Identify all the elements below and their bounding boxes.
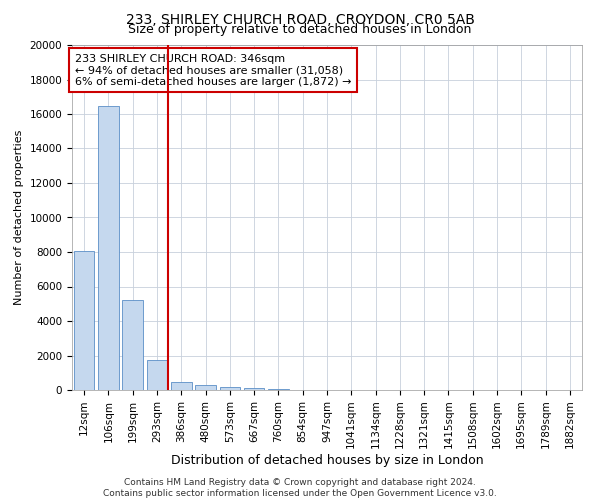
Text: Contains HM Land Registry data © Crown copyright and database right 2024.
Contai: Contains HM Land Registry data © Crown c…: [103, 478, 497, 498]
Bar: [195, 385, 216, 390]
Bar: [98, 106, 119, 390]
Bar: [74, 251, 94, 390]
Text: Size of property relative to detached houses in London: Size of property relative to detached ho…: [128, 22, 472, 36]
Y-axis label: Number of detached properties: Number of detached properties: [14, 130, 24, 305]
X-axis label: Distribution of detached houses by size in London: Distribution of detached houses by size …: [170, 454, 484, 467]
Text: 233, SHIRLEY CHURCH ROAD, CROYDON, CR0 5AB: 233, SHIRLEY CHURCH ROAD, CROYDON, CR0 5…: [125, 12, 475, 26]
Text: 233 SHIRLEY CHURCH ROAD: 346sqm
← 94% of detached houses are smaller (31,058)
6%: 233 SHIRLEY CHURCH ROAD: 346sqm ← 94% of…: [74, 54, 351, 87]
Bar: [171, 382, 191, 390]
Bar: [268, 388, 289, 390]
Bar: [122, 300, 143, 390]
Bar: [244, 388, 265, 390]
Bar: [220, 387, 240, 390]
Bar: [146, 360, 167, 390]
